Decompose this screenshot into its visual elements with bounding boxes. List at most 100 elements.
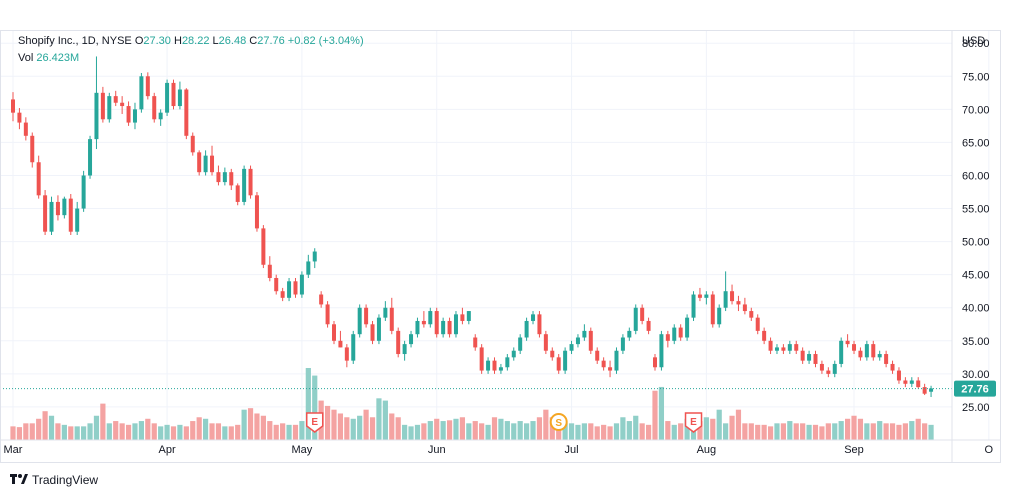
candle bbox=[742, 297, 747, 315]
candle-body bbox=[357, 307, 362, 335]
interval: 1D bbox=[81, 35, 96, 47]
candle bbox=[871, 340, 876, 361]
candle bbox=[402, 340, 407, 361]
candle bbox=[588, 327, 593, 355]
volume-bar bbox=[877, 421, 883, 440]
candle-body bbox=[826, 370, 831, 374]
split-icon bbox=[549, 413, 568, 431]
candle bbox=[165, 79, 170, 116]
volume-bar bbox=[158, 426, 164, 440]
y-tick-label: 55.00 bbox=[962, 204, 990, 216]
volume-bar bbox=[883, 423, 889, 440]
candle-body bbox=[864, 344, 869, 358]
candle-body bbox=[68, 198, 73, 232]
volume-bar bbox=[247, 408, 254, 440]
volume-bar bbox=[421, 423, 427, 440]
volume-bar bbox=[183, 426, 189, 440]
volume-bar bbox=[723, 423, 729, 440]
candle bbox=[909, 377, 914, 388]
candle bbox=[730, 284, 735, 305]
candle bbox=[672, 324, 677, 345]
candle bbox=[210, 145, 215, 176]
candle-body bbox=[325, 304, 330, 325]
candle-body bbox=[364, 307, 369, 325]
candle-body bbox=[691, 294, 696, 318]
candle-body bbox=[832, 363, 837, 374]
candle bbox=[787, 340, 792, 355]
candle bbox=[62, 196, 67, 219]
volume-bar bbox=[684, 418, 690, 440]
candle bbox=[332, 320, 336, 345]
candle-body bbox=[466, 311, 471, 321]
volume-bar bbox=[652, 390, 658, 440]
volume-bar bbox=[896, 424, 902, 440]
candle-body bbox=[145, 76, 150, 97]
candle-body bbox=[640, 307, 645, 321]
candle-body bbox=[614, 350, 619, 371]
candle bbox=[877, 350, 882, 361]
volume-bar bbox=[241, 409, 247, 440]
candle bbox=[203, 150, 208, 176]
volume-bar bbox=[215, 423, 222, 440]
candle-body bbox=[428, 311, 433, 325]
candle-body bbox=[498, 367, 503, 371]
candle bbox=[177, 81, 182, 110]
candle bbox=[653, 354, 657, 371]
volume-bar bbox=[543, 409, 549, 440]
volume-bars bbox=[10, 368, 934, 440]
candle bbox=[620, 334, 625, 355]
candle-body bbox=[43, 195, 48, 232]
candle-body bbox=[113, 96, 118, 103]
price-axis[interactable]: 25.00 30.00 35.00 40.00 45.00 50.00 55.00 60.00… bbox=[962, 38, 990, 414]
candle bbox=[685, 314, 690, 341]
candle-body bbox=[434, 311, 439, 335]
volume-bar bbox=[337, 413, 344, 440]
candle-body bbox=[563, 350, 568, 371]
volume-legend[interactable]: Vol 26.423M bbox=[18, 52, 79, 64]
volume-bar bbox=[517, 421, 523, 440]
candlesticks bbox=[11, 56, 934, 398]
candle-body bbox=[569, 344, 574, 351]
volume-label: Vol bbox=[18, 52, 34, 64]
candle bbox=[344, 344, 349, 368]
volume-bar bbox=[382, 400, 388, 440]
volume-bar bbox=[10, 426, 16, 440]
candle-body bbox=[845, 340, 850, 345]
candle-body bbox=[402, 344, 407, 355]
candle bbox=[852, 340, 857, 355]
time-axis[interactable]: Mar Apr May Jun Jul Aug Sep O bbox=[4, 444, 994, 456]
candle-body bbox=[332, 324, 336, 341]
tradingview-brand[interactable]: TradingView bbox=[10, 473, 98, 487]
candle-body bbox=[17, 112, 22, 123]
volume-bar bbox=[344, 417, 350, 440]
volume-bar bbox=[697, 421, 703, 440]
volume-bar bbox=[710, 418, 716, 440]
y-tick-label: 40.00 bbox=[962, 303, 990, 315]
candle bbox=[794, 340, 799, 355]
ohlc-legend[interactable]: Shopify Inc., 1D, NYSE O27.30 H28.22 L26… bbox=[18, 35, 364, 47]
candle-body bbox=[736, 301, 741, 305]
candle bbox=[717, 304, 722, 328]
candle bbox=[171, 79, 176, 110]
candle-body bbox=[768, 340, 773, 351]
symbol-name: Shopify Inc. bbox=[18, 35, 76, 47]
x-tick-label: Sep bbox=[844, 444, 864, 456]
volume-bar bbox=[613, 423, 620, 440]
candle bbox=[839, 337, 844, 368]
volume-bar bbox=[581, 423, 587, 440]
candle-body bbox=[922, 387, 927, 394]
candle-body bbox=[582, 330, 587, 338]
volume-bar bbox=[145, 418, 151, 440]
y-tick-label: 60.00 bbox=[962, 170, 990, 182]
candle-body bbox=[601, 360, 606, 368]
candle-body bbox=[595, 350, 600, 361]
candle bbox=[755, 314, 760, 335]
volume-bar bbox=[832, 423, 838, 440]
candle bbox=[17, 108, 22, 130]
candle bbox=[267, 256, 272, 282]
candle-body bbox=[723, 291, 728, 308]
candle bbox=[261, 225, 266, 269]
x-tick-label: May bbox=[292, 444, 313, 456]
volume-bar bbox=[922, 423, 928, 440]
